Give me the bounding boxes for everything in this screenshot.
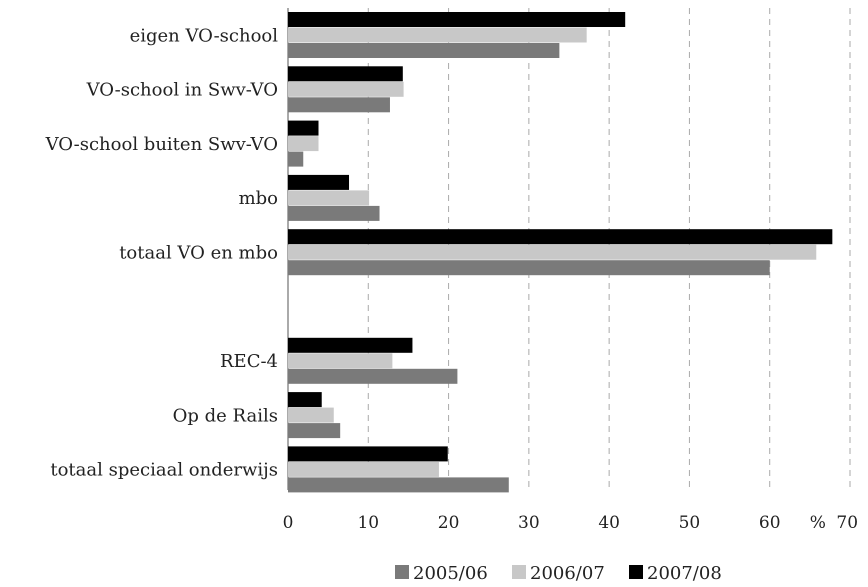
bar-2005-06-1 (288, 97, 390, 113)
bars (288, 12, 833, 493)
x-tick-label: 0 (283, 513, 294, 533)
legend: 2005/06 2006/07 2007/08 (395, 563, 722, 584)
bar-2006-07-8 (288, 461, 439, 477)
bar-2005-06-8 (288, 477, 509, 493)
bar-2006-07-1 (288, 81, 404, 97)
bar-2005-06-4 (288, 260, 770, 276)
bar-2005-06-3 (288, 205, 380, 221)
category-label: mbo (239, 188, 278, 209)
x-tick-label: 70 (836, 513, 858, 533)
x-tick-label: 30 (518, 513, 540, 533)
legend-swatch (395, 565, 409, 579)
category-label: totaal speciaal onderwijs (50, 460, 278, 481)
bar-2007-08-3 (288, 174, 350, 190)
x-tick-label: 50 (679, 513, 701, 533)
category-label: totaal VO en mbo (119, 242, 278, 263)
bar-2006-07-2 (288, 136, 319, 152)
bar-2005-06-0 (288, 43, 560, 58)
x-tick-label: 20 (438, 513, 460, 533)
bar-2006-07-0 (288, 27, 587, 43)
x-axis-unit-label: % (810, 513, 826, 533)
legend-swatch (629, 565, 643, 579)
bar-2007-08-8 (288, 446, 448, 462)
bar-2006-07-7 (288, 407, 334, 423)
x-axis-tick-labels: 0 10 20 30 40 50 60 70 (283, 513, 858, 533)
bar-2007-08-4 (288, 229, 833, 245)
legend-label: 2007/08 (647, 563, 722, 584)
category-label: Op de Rails (173, 405, 278, 426)
legend-label: 2006/07 (530, 563, 605, 584)
category-label: VO-school in Swv-VO (86, 80, 278, 101)
category-label: VO-school buiten Swv-VO (45, 134, 278, 155)
bar-2007-08-0 (288, 12, 626, 27)
bar-2007-08-1 (288, 66, 403, 82)
bar-2005-06-2 (288, 151, 304, 167)
x-tick-label: 40 (598, 513, 620, 533)
bar-2006-07-3 (288, 190, 370, 206)
category-label: REC-4 (220, 351, 278, 372)
category-labels: eigen VO-school VO-school in Swv-VO VO-sch… (45, 25, 279, 480)
bar-2006-07-4 (288, 244, 817, 260)
bar-2006-07-6 (288, 353, 393, 369)
bar-2007-08-7 (288, 392, 322, 408)
legend-swatch (512, 565, 526, 579)
bar-2007-08-2 (288, 120, 319, 136)
x-tick-label: 10 (357, 513, 379, 533)
x-tick-label: 60 (759, 513, 781, 533)
bar-2005-06-7 (288, 423, 341, 439)
bar-2007-08-6 (288, 337, 413, 353)
category-label: eigen VO-school (130, 25, 279, 46)
bar-2005-06-6 (288, 368, 458, 384)
legend-label: 2005/06 (413, 563, 488, 584)
